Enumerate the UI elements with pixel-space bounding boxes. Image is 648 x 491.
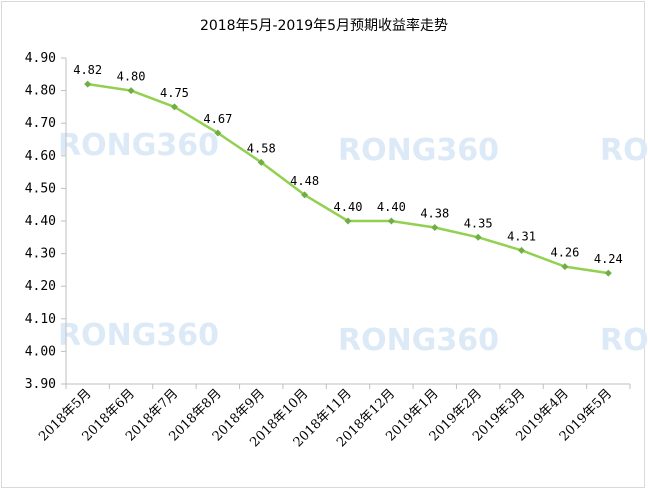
data-point xyxy=(170,103,178,111)
watermark-5: RONG360 xyxy=(338,323,499,358)
y-tick-label: 4.40 xyxy=(25,214,56,229)
data-point xyxy=(214,129,222,137)
series-line xyxy=(87,82,609,275)
y-tick-label: 3.90 xyxy=(25,377,56,392)
y-tick-label: 4.10 xyxy=(25,312,56,327)
y-tick-label: 4.80 xyxy=(25,84,56,99)
data-label: 4.24 xyxy=(594,252,623,266)
y-tick-label: 4.20 xyxy=(25,279,56,294)
data-label: 4.75 xyxy=(160,86,189,100)
y-tick-label: 4.00 xyxy=(25,344,56,359)
data-point xyxy=(431,224,439,232)
data-label: 4.40 xyxy=(377,200,406,214)
watermark-4: RONG360 xyxy=(58,318,219,353)
data-label: 4.38 xyxy=(420,207,449,221)
data-point xyxy=(301,191,309,199)
data-label: 4.35 xyxy=(464,216,493,230)
data-point xyxy=(257,158,265,166)
chart-title: 2018年5月-2019年5月预期收益率走势 xyxy=(199,18,449,34)
y-tick-label: 4.70 xyxy=(25,116,56,131)
y-tick-label: 4.90 xyxy=(25,51,56,66)
data-point xyxy=(127,87,135,95)
data-point xyxy=(344,217,352,225)
data-label: 4.80 xyxy=(117,70,146,84)
watermark-6: RONG360 xyxy=(600,323,648,358)
data-point xyxy=(604,269,612,277)
data-label: 4.40 xyxy=(334,200,363,214)
watermark-3: RONG360 xyxy=(600,133,648,168)
y-tick-label: 4.50 xyxy=(25,181,56,196)
data-label: 4.58 xyxy=(247,141,276,155)
watermark-1: RONG360 xyxy=(58,128,219,163)
data-point xyxy=(474,233,482,241)
data-label: 4.31 xyxy=(507,229,536,243)
data-point xyxy=(84,80,92,88)
data-point xyxy=(518,246,526,254)
y-tick-label: 4.30 xyxy=(25,247,56,262)
data-label: 4.26 xyxy=(550,246,579,260)
data-label: 4.48 xyxy=(290,174,319,188)
y-tick-label: 4.60 xyxy=(25,149,56,164)
data-point xyxy=(561,263,569,271)
watermark-2: RONG360 xyxy=(338,133,499,168)
data-label: 4.67 xyxy=(203,112,232,126)
data-point xyxy=(387,217,395,225)
data-label: 4.82 xyxy=(73,63,102,77)
